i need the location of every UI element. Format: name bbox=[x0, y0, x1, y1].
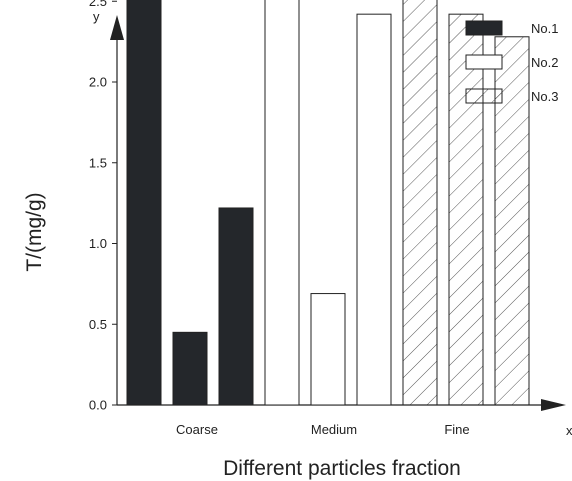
legend-swatch-no2 bbox=[465, 54, 503, 70]
legend-swatch-no1 bbox=[465, 20, 503, 36]
y-tick-label: 2.0 bbox=[89, 75, 107, 90]
y-ticks: 0.00.51.01.52.02.53.03.54.0 bbox=[89, 0, 117, 413]
category-labels: Coarse Medium Fine bbox=[176, 422, 470, 437]
x-axis-arrow bbox=[541, 399, 566, 411]
y-tick-label: 1.5 bbox=[89, 155, 107, 170]
y-axis-arrow bbox=[110, 15, 124, 40]
legend-label-no3: No.3 bbox=[531, 89, 558, 104]
category-label-coarse: Coarse bbox=[176, 422, 218, 437]
bar-no1-3 bbox=[218, 207, 254, 406]
y-axis-letter: y bbox=[93, 9, 100, 24]
bar-no1-1 bbox=[126, 0, 162, 406]
y-tick-label: 0.0 bbox=[89, 398, 107, 413]
x-axis-letter: x bbox=[566, 423, 572, 438]
legend-swatch-no3 bbox=[465, 88, 503, 104]
bar-no3-1 bbox=[402, 0, 438, 406]
bar-no2-2 bbox=[310, 293, 346, 406]
bars bbox=[126, 0, 530, 406]
y-tick-label: 2.5 bbox=[89, 0, 107, 9]
legend-label-no2: No.2 bbox=[531, 55, 558, 70]
y-tick-label: 0.5 bbox=[89, 317, 107, 332]
x-axis-title: Different particles fraction bbox=[223, 457, 461, 480]
bar-no2-1 bbox=[264, 0, 300, 406]
legend: No.1 No.2 No.3 bbox=[465, 20, 558, 104]
category-label-fine: Fine bbox=[444, 422, 469, 437]
bar-no3-2 bbox=[448, 13, 484, 406]
legend-label-no1: No.1 bbox=[531, 21, 558, 36]
y-tick-label: 1.0 bbox=[89, 236, 107, 251]
category-label-medium: Medium bbox=[311, 422, 357, 437]
y-axis-title: T/(mg/g) bbox=[23, 192, 46, 271]
bar-no2-3 bbox=[356, 13, 392, 406]
bar-no1-2 bbox=[172, 331, 208, 406]
